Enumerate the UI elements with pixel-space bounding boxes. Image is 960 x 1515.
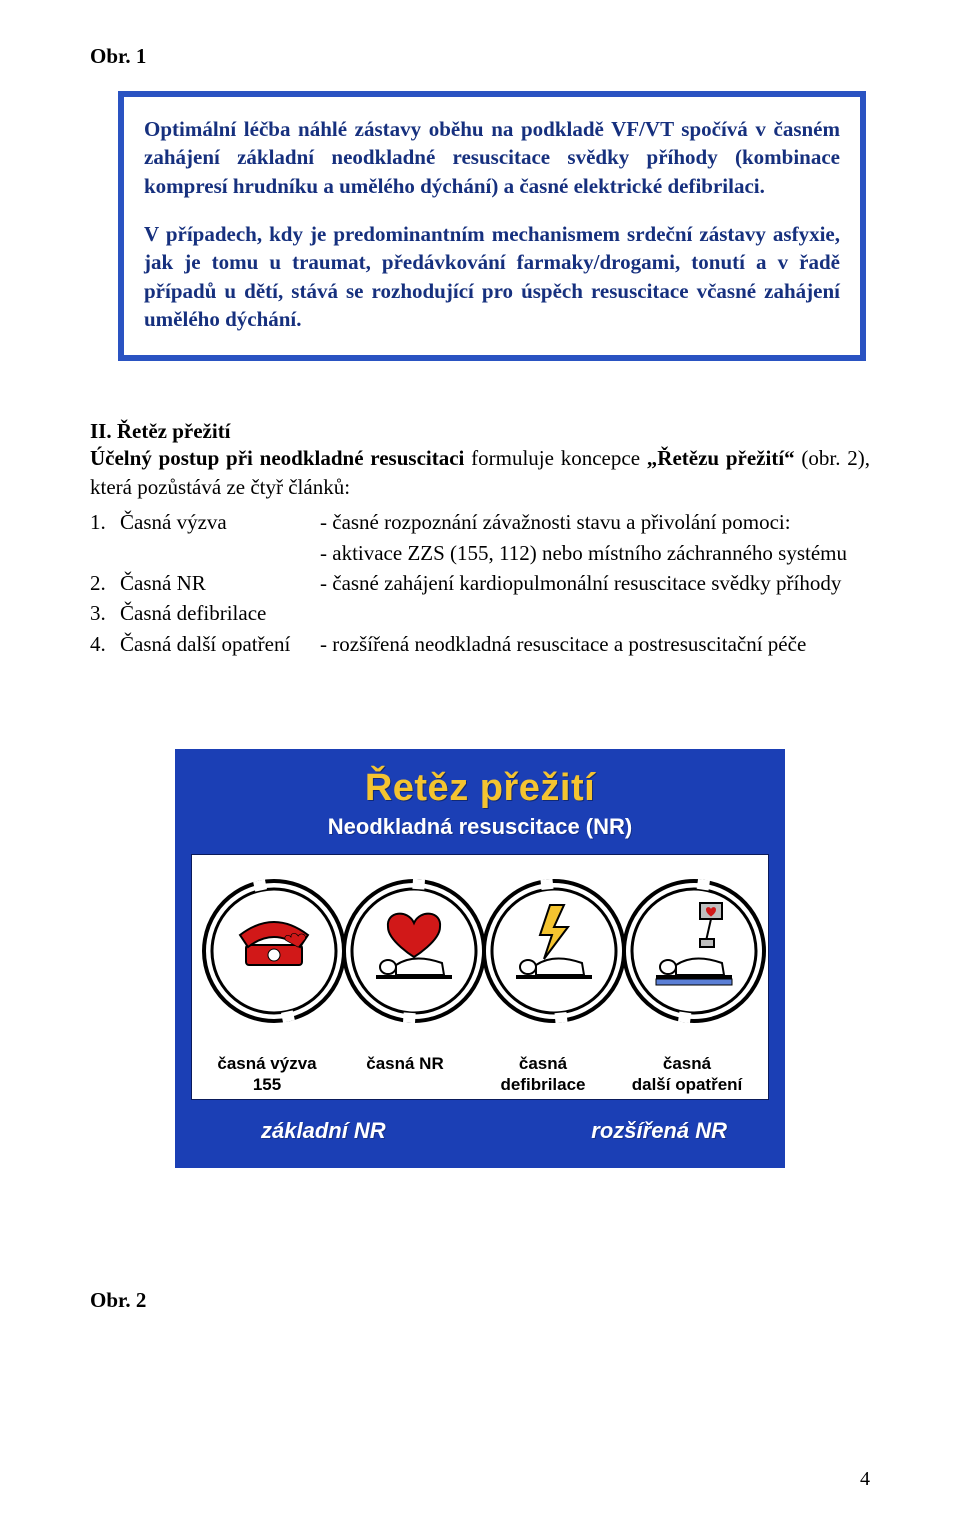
list-term: Časná výzva	[120, 507, 320, 568]
list-desc	[320, 598, 870, 628]
list-term: Časná další opatření	[120, 629, 320, 659]
chain-svg	[196, 861, 772, 1041]
list-term: Časná defibrilace	[120, 598, 320, 628]
diagram-captions: časná výzva 155 časná NR časná defibrila…	[196, 1046, 764, 1095]
caption-line: 155	[253, 1075, 281, 1094]
list-desc: - časné zahájení kardiopulmonální resusc…	[320, 568, 870, 598]
list-num: 3.	[90, 598, 120, 628]
diagram-caption: časná NR	[336, 1054, 474, 1095]
figure-2-label: Obr. 2	[90, 1288, 870, 1313]
highlight-box: Optimální léčba náhlé zástavy oběhu na p…	[118, 91, 866, 361]
list-num: 1.	[90, 507, 120, 568]
diagram-subtitle: Neodkladná resuscitace (NR)	[191, 814, 769, 840]
diagram-caption: časná další opatření	[612, 1054, 762, 1095]
page-number: 4	[860, 1468, 870, 1491]
caption-line: časná	[663, 1054, 711, 1073]
list-term: Časná NR	[120, 568, 320, 598]
chain-of-survival-diagram: Řetěz přežití Neodkladná resuscitace (NR…	[175, 749, 785, 1168]
chain-list: 1. Časná výzva - časné rozpoznání závažn…	[90, 507, 870, 659]
section-heading: II. Řetěz přežití	[90, 419, 870, 444]
caption-line: další opatření	[632, 1075, 743, 1094]
list-num: 4.	[90, 629, 120, 659]
diagram-caption: časná výzva 155	[198, 1054, 336, 1095]
list-num: 2.	[90, 568, 120, 598]
list-item: 2. Časná NR - časné zahájení kardiopulmo…	[90, 568, 870, 598]
diagram-legend: základní NR rozšířená NR	[191, 1100, 769, 1144]
section-intro: Účelný postup při neodkladné resuscitaci…	[90, 444, 870, 501]
figure-1-label: Obr. 1	[90, 44, 870, 69]
list-item: 1. Časná výzva - časné rozpoznání závažn…	[90, 507, 870, 568]
list-item: 3. Časná defibrilace	[90, 598, 870, 628]
intro-span-b: formuluje koncepce	[464, 446, 646, 470]
diagram-canvas: časná výzva 155 časná NR časná defibrila…	[191, 854, 769, 1100]
legend-left: základní NR	[261, 1118, 386, 1144]
intro-bold-c: „Řetězu přežití“	[647, 446, 795, 470]
intro-bold-a: Účelný postup při neodkladné resuscitaci	[90, 446, 464, 470]
diagram-caption: časná defibrilace	[474, 1054, 612, 1095]
box-paragraph-2: V případech, kdy je predominantním mecha…	[144, 220, 840, 333]
caption-line: časná výzva	[217, 1054, 316, 1073]
list-desc: - rozšířená neodkladná resuscitace a pos…	[320, 629, 870, 659]
caption-line: defibrilace	[500, 1075, 585, 1094]
caption-line: časná NR	[366, 1054, 443, 1073]
list-desc: - časné rozpoznání závažnosti stavu a př…	[320, 507, 870, 568]
box-paragraph-1: Optimální léčba náhlé zástavy oběhu na p…	[144, 115, 840, 200]
list-desc-line: - aktivace ZZS (155, 112) nebo místního …	[320, 541, 847, 565]
list-desc-line: - časné rozpoznání závažnosti stavu a př…	[320, 510, 791, 534]
diagram-title: Řetěz přežití	[191, 767, 769, 810]
legend-right: rozšířená NR	[591, 1118, 727, 1144]
list-item: 4. Časná další opatření - rozšířená neod…	[90, 629, 870, 659]
caption-line: časná	[519, 1054, 567, 1073]
